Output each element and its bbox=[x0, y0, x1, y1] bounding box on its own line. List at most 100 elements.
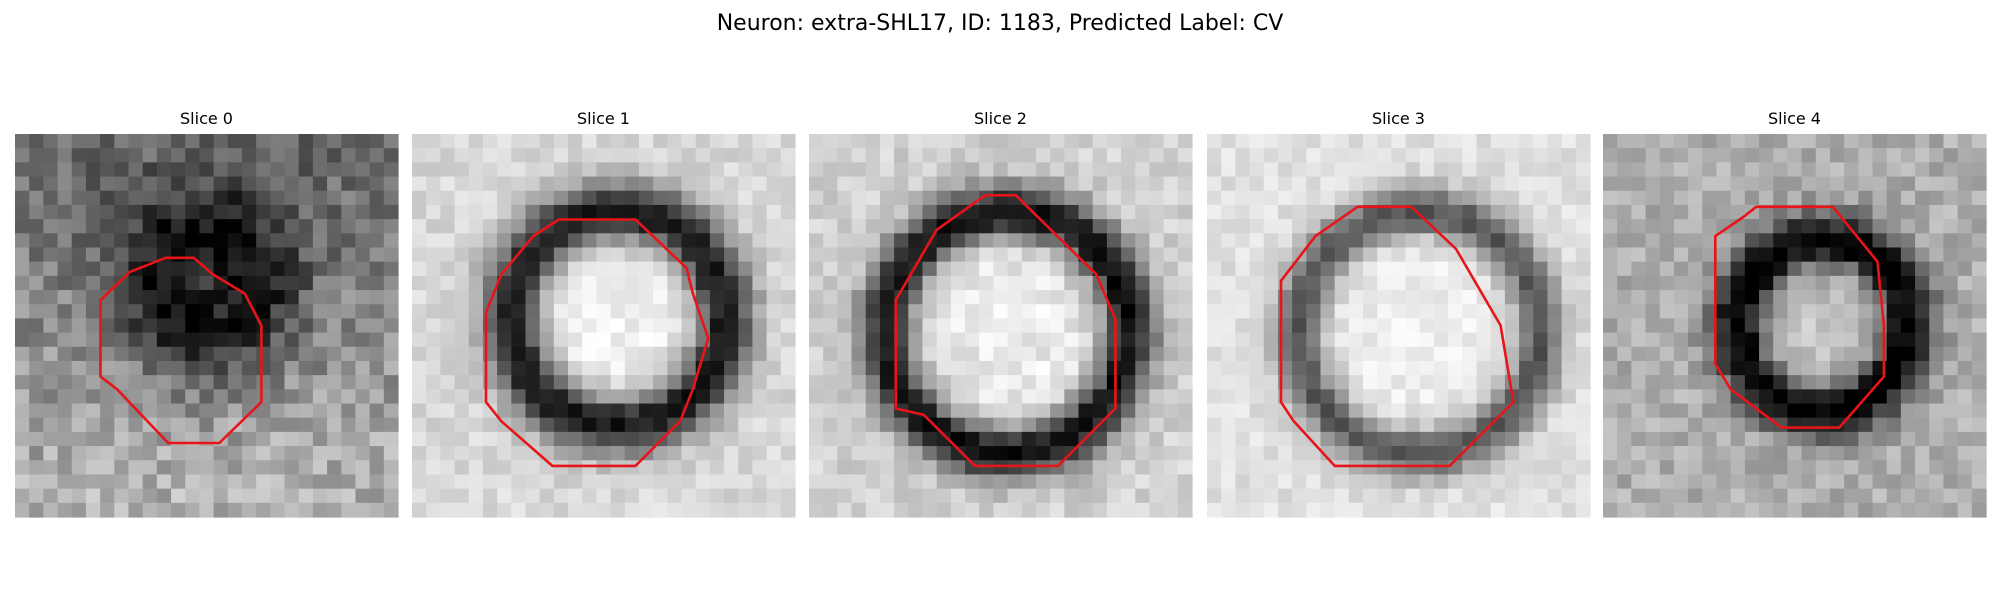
pixel bbox=[1971, 488, 1987, 504]
pixel bbox=[667, 375, 683, 390]
pixel bbox=[1759, 431, 1774, 447]
pixel bbox=[71, 261, 87, 277]
pixel bbox=[71, 403, 87, 419]
pixel bbox=[1957, 460, 1973, 476]
pixel bbox=[1007, 233, 1023, 249]
pixel bbox=[1929, 417, 1945, 433]
pixel bbox=[922, 290, 938, 305]
pixel bbox=[1929, 460, 1945, 476]
pixel bbox=[1787, 148, 1803, 163]
pixel bbox=[355, 318, 371, 334]
pixel bbox=[1263, 176, 1279, 192]
pixel bbox=[1603, 304, 1618, 320]
pixel bbox=[1702, 460, 1718, 476]
pixel bbox=[922, 304, 938, 320]
pixel bbox=[752, 474, 768, 490]
pixel bbox=[695, 247, 711, 263]
pixel bbox=[284, 247, 300, 263]
pixel bbox=[894, 290, 909, 305]
pixel bbox=[1221, 261, 1236, 277]
pixel bbox=[1050, 417, 1065, 433]
pixel bbox=[1163, 332, 1179, 348]
pixel bbox=[1886, 346, 1902, 362]
pixel bbox=[1533, 176, 1549, 192]
pixel bbox=[1943, 247, 1959, 263]
pixel bbox=[1263, 275, 1279, 291]
pixel bbox=[1801, 474, 1817, 490]
pixel bbox=[213, 176, 229, 192]
pixel bbox=[1021, 417, 1037, 433]
pixel bbox=[1519, 417, 1534, 433]
pixel bbox=[1448, 488, 1463, 504]
pixel bbox=[1207, 360, 1222, 376]
pixel bbox=[851, 488, 867, 504]
pixel bbox=[1035, 176, 1051, 192]
pixel bbox=[724, 460, 739, 476]
pixel bbox=[780, 332, 796, 348]
pixel bbox=[1971, 261, 1987, 277]
pixel bbox=[1064, 318, 1080, 334]
pixel bbox=[950, 247, 966, 263]
pixel bbox=[227, 431, 243, 447]
pixel bbox=[43, 460, 59, 476]
pixel bbox=[1490, 346, 1506, 362]
pixel bbox=[1519, 332, 1534, 348]
pixel bbox=[1957, 502, 1973, 518]
pixel bbox=[1490, 389, 1506, 405]
pixel bbox=[1334, 389, 1350, 405]
pixel bbox=[1858, 219, 1874, 234]
pixel bbox=[1957, 403, 1973, 419]
pixel bbox=[327, 502, 342, 518]
pixel bbox=[100, 134, 115, 149]
pixel bbox=[1547, 332, 1563, 348]
pixel bbox=[199, 375, 215, 390]
pixel bbox=[454, 474, 470, 490]
pixel bbox=[100, 219, 115, 234]
pixel bbox=[1519, 162, 1534, 178]
pixel bbox=[1292, 346, 1307, 362]
pixel bbox=[1348, 460, 1364, 476]
pixel bbox=[1801, 488, 1817, 504]
pixel bbox=[695, 233, 711, 249]
pixel bbox=[1759, 318, 1774, 334]
pixel bbox=[908, 190, 924, 206]
pixel bbox=[85, 417, 101, 433]
pixel bbox=[1433, 403, 1449, 419]
pixel bbox=[1730, 360, 1746, 376]
pixel bbox=[454, 403, 470, 419]
pixel bbox=[1292, 233, 1307, 249]
pixel bbox=[879, 261, 895, 277]
pixel bbox=[369, 389, 385, 405]
pixel bbox=[1263, 417, 1279, 433]
pixel bbox=[1744, 275, 1760, 291]
pixel bbox=[128, 431, 144, 447]
pixel bbox=[624, 346, 640, 362]
pixel bbox=[270, 431, 286, 447]
pixel bbox=[1277, 417, 1293, 433]
pixel bbox=[57, 389, 73, 405]
pixel bbox=[1092, 219, 1108, 234]
pixel bbox=[539, 162, 555, 178]
pixel bbox=[199, 290, 215, 305]
pixel bbox=[100, 304, 115, 320]
pixel bbox=[1207, 190, 1222, 206]
pixel bbox=[1163, 247, 1179, 263]
pixel bbox=[908, 346, 924, 362]
pixel bbox=[1221, 403, 1236, 419]
pixel bbox=[1815, 446, 1831, 461]
pixel bbox=[85, 446, 101, 461]
pixel bbox=[653, 474, 668, 490]
pixel bbox=[738, 204, 754, 220]
pixel bbox=[1943, 403, 1959, 419]
pixel bbox=[1519, 502, 1534, 518]
pixel bbox=[1121, 134, 1136, 149]
pixel bbox=[851, 460, 867, 476]
pixel bbox=[1320, 318, 1336, 334]
pixel bbox=[199, 233, 215, 249]
pixel bbox=[355, 360, 371, 376]
pixel bbox=[709, 403, 725, 419]
panel-title: Slice 3 bbox=[1372, 109, 1425, 128]
pixel bbox=[1744, 219, 1760, 234]
pixel bbox=[284, 403, 300, 419]
pixel bbox=[1163, 375, 1179, 390]
